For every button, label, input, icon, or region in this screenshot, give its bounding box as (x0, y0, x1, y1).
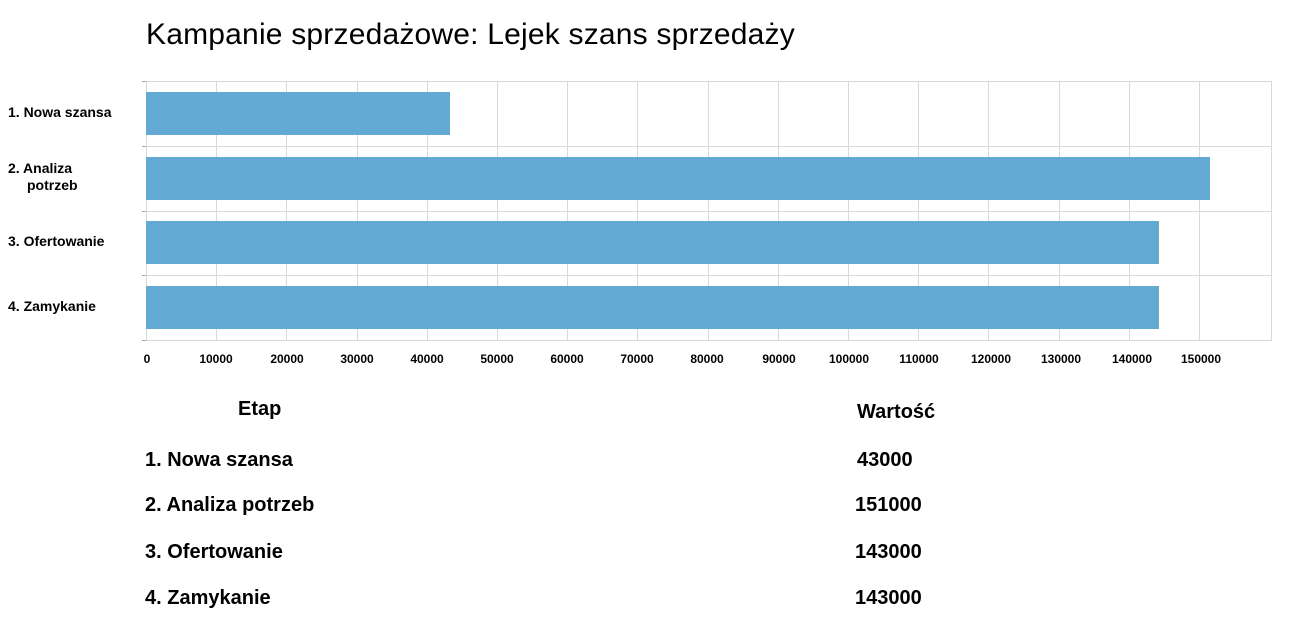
table-cell-stage: 2. Analiza potrzeb (145, 494, 315, 516)
gridline (497, 81, 498, 340)
bar-nowa-szansa (146, 92, 450, 135)
y-axis-label: 3. Ofertowanie (8, 233, 105, 249)
table-header-value: Wartość (857, 401, 936, 423)
y-axis-label: 2. Analiza potrzeb (8, 160, 78, 193)
x-axis-tick-label: 40000 (410, 352, 444, 366)
gridline (146, 211, 1272, 212)
x-axis-tick-label: 90000 (762, 352, 796, 366)
gridline (427, 81, 428, 340)
gridline (146, 146, 1272, 147)
table-cell-stage: 4. Zamykanie (145, 587, 271, 609)
gridline (778, 81, 779, 340)
gridline (918, 81, 919, 340)
gridline (357, 81, 358, 340)
gridline (146, 275, 1272, 276)
axis-tick (142, 340, 146, 341)
x-axis-tick-label: 0 (143, 352, 151, 366)
table-cell-stage: 3. Ofertowanie (145, 541, 283, 563)
x-axis-tick-label: 70000 (620, 352, 654, 366)
axis-tick (142, 81, 146, 82)
axis-tick (142, 146, 146, 147)
x-axis-tick-label: 150000 (1180, 352, 1222, 366)
plot-area (142, 81, 1272, 341)
gridline (848, 81, 849, 340)
gridline (1271, 81, 1272, 340)
bar-zamykanie (146, 286, 1159, 329)
y-axis-label: 4. Zamykanie (8, 298, 96, 314)
x-axis-tick-label: 50000 (480, 352, 514, 366)
x-axis-tick-label: 130000 (1040, 352, 1082, 366)
bar-analiza-potrzeb (146, 157, 1210, 200)
x-axis-tick-label: 20000 (270, 352, 304, 366)
table-cell-stage: 1. Nowa szansa (145, 449, 293, 471)
gridline (146, 340, 1272, 341)
gridline (637, 81, 638, 340)
chart-title: Kampanie sprzedażowe: Lejek szans sprzed… (146, 18, 795, 51)
bar-ofertowanie (146, 221, 1159, 264)
gridline (216, 81, 217, 340)
gridline (988, 81, 989, 340)
table-cell-value: 143000 (855, 541, 922, 563)
y-axis-label: 1. Nowa szansa (8, 104, 112, 120)
x-axis-tick-label: 120000 (970, 352, 1012, 366)
x-axis-tick-label: 60000 (550, 352, 584, 366)
gridline (708, 81, 709, 340)
x-axis-tick-label: 30000 (340, 352, 374, 366)
table-cell-value: 151000 (855, 494, 922, 516)
gridline (1059, 81, 1060, 340)
x-axis-tick-label: 10000 (199, 352, 233, 366)
table-cell-value: 43000 (857, 449, 913, 471)
axis-tick (142, 211, 146, 212)
gridline (1129, 81, 1130, 340)
axis-tick (142, 275, 146, 276)
x-axis-tick-label: 100000 (828, 352, 870, 366)
x-axis-tick-label: 80000 (690, 352, 724, 366)
gridline (146, 81, 147, 340)
gridline (286, 81, 287, 340)
gridline (146, 81, 1272, 82)
table-header-stage: Etap (238, 398, 282, 420)
x-axis-tick-label: 140000 (1111, 352, 1153, 366)
gridline (1199, 81, 1200, 340)
x-axis-tick-label: 110000 (899, 352, 939, 366)
table-cell-value: 143000 (855, 587, 922, 609)
gridline (567, 81, 568, 340)
